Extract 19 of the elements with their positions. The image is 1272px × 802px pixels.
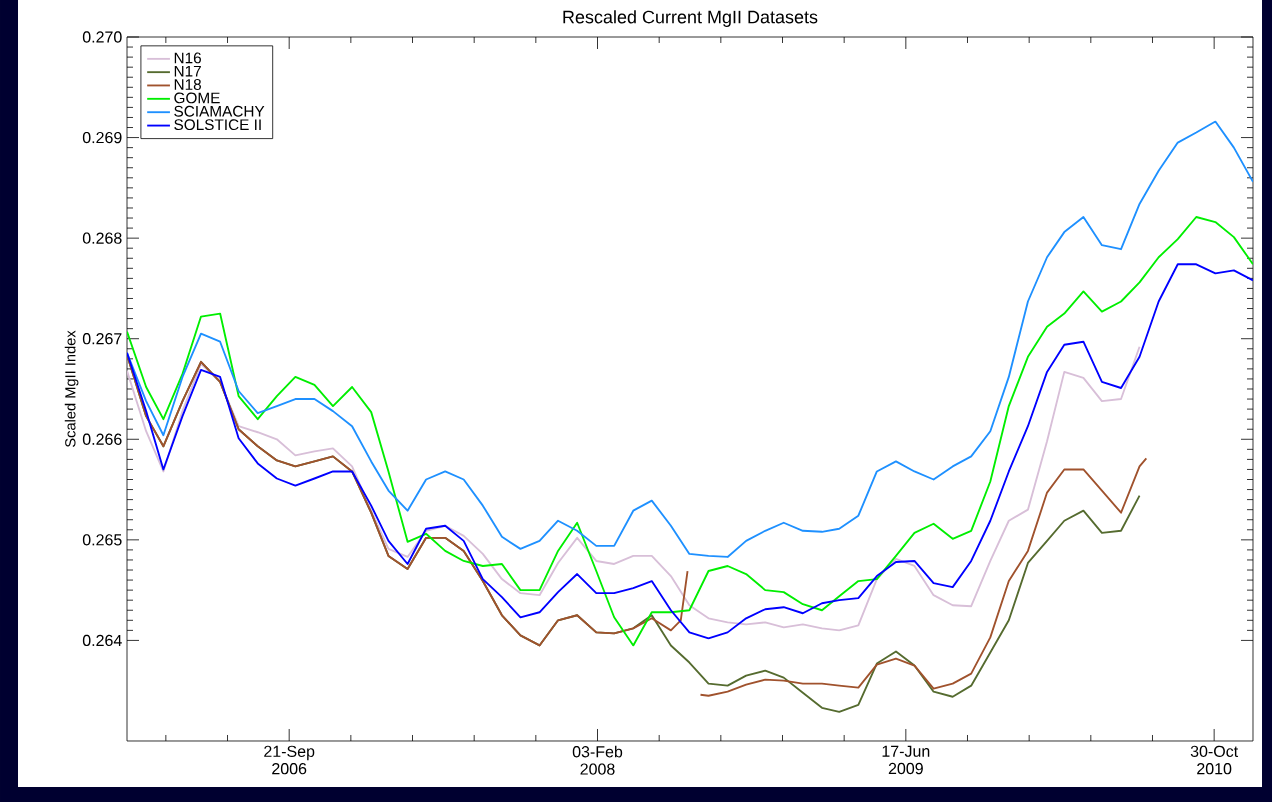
x-tick-label: 30-Oct 2010 xyxy=(1190,745,1239,775)
y-tick-label: 0.267 xyxy=(82,333,122,345)
y-tick-label: 0.269 xyxy=(82,131,122,144)
legend-label: N17 xyxy=(174,65,201,77)
y-tick-label: 0.266 xyxy=(82,433,122,445)
legend-label: SCIAMACHY xyxy=(174,105,265,117)
legend-label: GOME xyxy=(174,92,220,104)
x-tick-label: 03-Feb 2008 xyxy=(572,745,623,775)
chart-title: Rescaled Current MgII Datasets xyxy=(563,10,818,27)
y-axis-title: Scaled MgII Index xyxy=(64,330,79,448)
x-tick-label: 17-Jun 2009 xyxy=(882,745,930,775)
legend-label: SOLSTICE II xyxy=(174,119,261,131)
y-tick-label: 0.268 xyxy=(82,232,122,244)
legend-label: N18 xyxy=(174,79,201,90)
y-tick-label: 0.265 xyxy=(82,534,122,546)
y-tick-label: 0.270 xyxy=(82,31,122,43)
x-tick-label: 21-Sep 2006 xyxy=(264,745,315,775)
y-tick-label: 0.264 xyxy=(82,634,122,647)
legend-label: N16 xyxy=(174,52,201,64)
